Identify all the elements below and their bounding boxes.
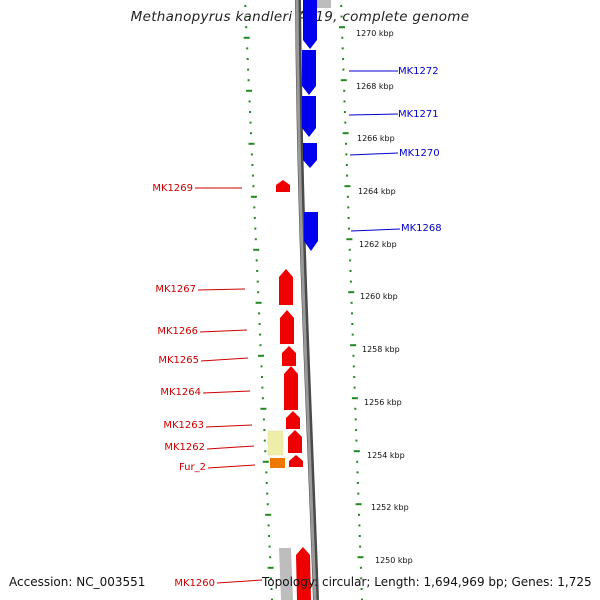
gene-arrow-mk1271[interactable] <box>302 96 316 137</box>
reverse-gene-labels: MK1269 MK1267 MK1266 MK1265 MK1264 MK126… <box>152 183 215 589</box>
gene-arrow-mk1268[interactable] <box>304 212 318 251</box>
gene-arrow-mk1265[interactable] <box>282 346 296 366</box>
gene-label[interactable]: MK1269 <box>152 183 193 194</box>
reverse-strand-genes <box>267 180 311 600</box>
gene-label[interactable]: MK1268 <box>401 223 442 234</box>
scale-label: 1250 kbp <box>375 556 413 565</box>
gene-arrow-mk1263[interactable] <box>286 411 300 429</box>
gene-label[interactable]: Fur_2 <box>179 462 206 473</box>
gene-label[interactable]: MK1270 <box>399 148 440 159</box>
leader-line-mk1263 <box>205 424 253 428</box>
leader-line-fur-2 <box>207 464 256 469</box>
scale-label: 1258 kbp <box>362 345 400 354</box>
leader-line-mk1264 <box>202 390 251 394</box>
genome-summary-text: Topology: circular; Length: 1,694,969 bp… <box>262 575 592 589</box>
gene-arrow-mk1264[interactable] <box>284 366 298 410</box>
gene-label[interactable]: MK1271 <box>398 109 439 120</box>
scale-label: 1270 kbp <box>356 29 394 38</box>
leader-line-mk1267 <box>197 288 246 291</box>
gene-arrow-mk1272[interactable] <box>302 50 316 95</box>
scale-label: 1266 kbp <box>357 134 395 143</box>
leader-line-mk1271 <box>348 113 399 116</box>
leader-line-mk1265 <box>200 357 249 362</box>
scale-label: 1260 kbp <box>360 292 398 301</box>
gene-label[interactable]: MK1263 <box>163 420 204 431</box>
accession-text: Accession: NC_003551 <box>9 575 146 589</box>
gene-arrow-mk1270[interactable] <box>303 143 317 168</box>
forward-label-leaders <box>348 70 401 232</box>
gene-label[interactable]: MK1262 <box>164 442 205 453</box>
forward-gene-labels: MK1272 MK1271 MK1270 MK1268 <box>398 66 442 234</box>
scale-label: 1264 kbp <box>358 187 396 196</box>
pseudogene-segment[interactable] <box>267 430 284 456</box>
scale-label: 1254 kbp <box>367 451 405 460</box>
gene-arrow-mk1262[interactable] <box>288 430 302 453</box>
leader-line-mk1262 <box>206 445 255 450</box>
leader-line-mk1268 <box>350 228 401 232</box>
gene-arrow-mk1266[interactable] <box>280 310 294 344</box>
gene-fur-2[interactable] <box>270 458 285 468</box>
scale-ticks-right <box>339 5 364 600</box>
scale-ticks-left <box>243 5 274 600</box>
rna-gene-top <box>317 0 331 8</box>
rna-gene-bottom <box>279 548 293 600</box>
scale-label: 1256 kbp <box>364 398 402 407</box>
scale-label: 1262 kbp <box>359 240 397 249</box>
gene-label[interactable]: MK1264 <box>160 387 201 398</box>
gene-arrow-mk1261[interactable] <box>289 455 303 467</box>
backbone-group <box>279 0 331 600</box>
backbone <box>295 0 317 600</box>
gene-arrow-mk1273[interactable] <box>303 0 317 49</box>
leader-line-mk1270 <box>349 152 399 156</box>
gene-arrow-mk1267[interactable] <box>279 269 293 305</box>
gene-label[interactable]: MK1272 <box>398 66 439 77</box>
leader-line-mk1260 <box>216 579 263 584</box>
gene-label[interactable]: MK1267 <box>155 284 196 295</box>
gene-label[interactable]: MK1266 <box>157 326 198 337</box>
gene-label[interactable]: MK1260 <box>174 578 215 589</box>
leader-line-mk1266 <box>199 329 248 333</box>
forward-strand-genes <box>302 0 318 251</box>
gene-arrow-mk1260[interactable] <box>296 547 311 600</box>
reverse-label-leaders <box>195 187 263 584</box>
scale-label: 1252 kbp <box>371 503 409 512</box>
gene-arrow-mk1269[interactable] <box>276 180 290 192</box>
gene-label[interactable]: MK1265 <box>158 355 199 366</box>
scale-label: 1268 kbp <box>356 82 394 91</box>
scale-labels: 1270 kbp 1268 kbp 1266 kbp 1264 kbp 1262… <box>356 29 413 565</box>
